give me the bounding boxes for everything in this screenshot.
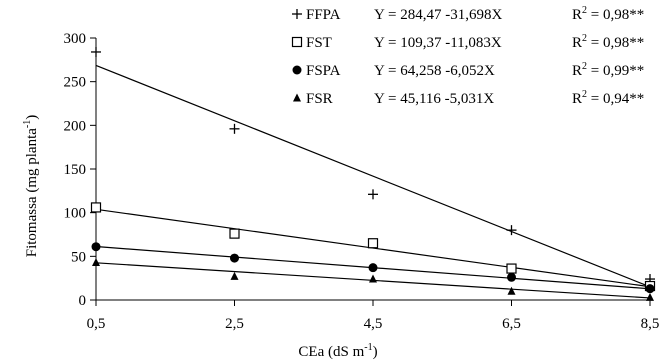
legend-equation: Y = 64,258 -6,052X <box>374 63 495 79</box>
point-fspa <box>645 284 655 294</box>
legend-series-name: FST <box>306 35 332 51</box>
point-fst <box>367 238 379 249</box>
point-fsr <box>230 271 239 280</box>
axes <box>95 38 650 301</box>
legend-row-fst: FST Y = 109,37 -11,083X R2 = 0,98** <box>291 33 644 51</box>
x-tick-label: 6,5 <box>502 316 521 332</box>
point-fsr <box>507 286 516 295</box>
legend-equation: Y = 45,116 -5,031X <box>374 91 494 107</box>
y-axis-title: Fitomassa (mg planta-1) <box>22 115 40 258</box>
y-tick-label: 200 <box>64 118 87 134</box>
legend-series-name: FFPA <box>306 7 341 23</box>
point-fsr <box>646 292 654 301</box>
point-ffpa <box>91 46 101 57</box>
fit-line-ffpa <box>95 64 651 288</box>
x-tick-label: 8,5 <box>641 316 660 332</box>
y-axis-ticks: 0 50 100 150 200 250 300 <box>64 31 96 309</box>
x-axis-title: CEa (dS m-1) <box>298 342 377 360</box>
legend-marker-fspa <box>292 65 302 75</box>
legend-marker-fst <box>291 36 303 48</box>
point-fspa <box>507 272 516 282</box>
legend-row-ffpa: FFPA Y = 284,47 -31,698X R2 = 0,98** <box>292 5 644 23</box>
point-ffpa <box>229 123 240 134</box>
point-fspa <box>368 263 378 273</box>
legend-row-fspa: FSPA Y = 64,258 -6,052X R2 = 0,99** <box>292 61 644 79</box>
y-tick-label: 300 <box>64 31 87 47</box>
legend-equation: Y = 284,47 -31,698X <box>374 7 502 23</box>
x-axis-ticks: 0,5 2,5 4,5 6,5 8,5 <box>87 300 660 332</box>
regression-lines <box>95 64 651 299</box>
point-fst <box>229 228 240 239</box>
y-tick-label: 150 <box>64 162 87 178</box>
legend-series-name: FSPA <box>306 63 341 79</box>
y-tick-label: 100 <box>64 206 87 222</box>
legend-r2: R2 = 0,99** <box>572 61 644 79</box>
y-tick-label: 250 <box>64 75 87 91</box>
legend-r2: R2 = 0,98** <box>572 33 644 51</box>
x-tick-label: 4,5 <box>364 316 383 332</box>
point-fsr <box>369 274 377 283</box>
legend-r2: R2 = 0,98** <box>572 5 644 23</box>
point-fst <box>506 263 517 274</box>
point-ffpa <box>368 189 378 200</box>
point-fst <box>90 202 102 213</box>
legend: FFPA Y = 284,47 -31,698X R2 = 0,98** FST Y =… <box>291 5 644 107</box>
data-markers <box>90 46 656 301</box>
y-tick-label: 0 <box>79 293 87 309</box>
point-fsr <box>92 257 100 266</box>
point-fspa <box>91 242 101 252</box>
legend-marker-fsr <box>293 93 301 102</box>
legend-series-name: FSR <box>306 91 333 107</box>
x-tick-label: 2,5 <box>225 316 244 332</box>
legend-row-fsr: FSR Y = 45,116 -5,031X R2 = 0,94** <box>293 89 644 107</box>
x-tick-label: 0,5 <box>87 316 106 332</box>
point-ffpa <box>506 225 517 236</box>
legend-equation: Y = 109,37 -11,083X <box>374 35 502 51</box>
legend-r2: R2 = 0,94** <box>572 89 644 107</box>
y-tick-label: 50 <box>71 249 86 265</box>
point-fspa <box>230 253 239 263</box>
legend-marker-ffpa <box>292 9 302 19</box>
